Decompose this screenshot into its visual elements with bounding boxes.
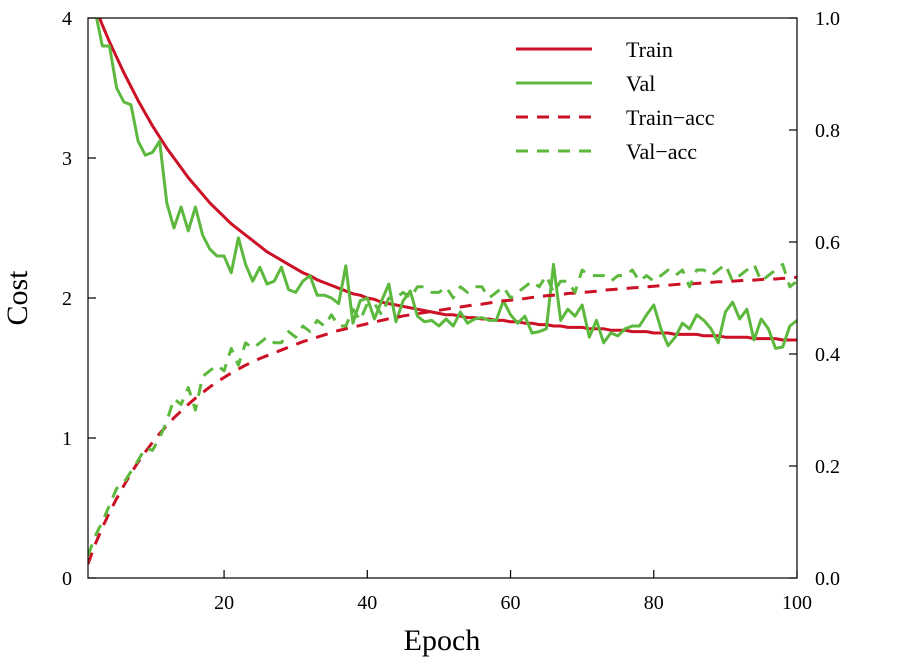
x-tick-label: 60 bbox=[501, 592, 521, 614]
legend-label-val: Val bbox=[626, 71, 655, 96]
x-tick-label: 80 bbox=[644, 592, 664, 614]
y-left-tick-label: 0 bbox=[62, 568, 72, 590]
y-right-tick-label: 0.0 bbox=[815, 568, 840, 590]
x-tick-label: 100 bbox=[782, 592, 812, 614]
y-left-tick-label: 2 bbox=[62, 288, 72, 310]
y-right-tick-label: 0.4 bbox=[815, 344, 840, 366]
series-line-val bbox=[95, 18, 797, 350]
y-axis-title: Cost bbox=[1, 270, 34, 326]
y-right-axis-ticks: 0.0 0.2 0.4 0.6 0.8 1.0 bbox=[789, 8, 840, 590]
y-left-tick-label: 4 bbox=[62, 8, 72, 30]
series-line-train bbox=[97, 18, 797, 342]
series-line-val-acc bbox=[88, 262, 797, 557]
y-left-tick-label: 3 bbox=[62, 148, 72, 170]
y-left-axis-ticks: 0 1 2 3 4 bbox=[62, 8, 96, 590]
legend-label-val-acc: Val−acc bbox=[626, 139, 697, 164]
x-tick-label: 20 bbox=[214, 592, 234, 614]
legend-label-train: Train bbox=[626, 37, 673, 62]
series-line-train-acc bbox=[88, 275, 797, 565]
legend-label-train-acc: Train−acc bbox=[626, 105, 715, 130]
plot-lines bbox=[88, 18, 797, 565]
y-right-tick-label: 0.8 bbox=[815, 120, 840, 142]
y-left-tick-label: 1 bbox=[62, 428, 72, 450]
y-right-tick-label: 0.2 bbox=[815, 456, 840, 478]
y-right-tick-label: 1.0 bbox=[815, 8, 840, 30]
x-axis-title: Epoch bbox=[404, 624, 481, 657]
y-right-tick-label: 0.6 bbox=[815, 232, 840, 254]
legend: Train Val Train−acc Val−acc bbox=[516, 37, 715, 164]
x-tick-label: 40 bbox=[357, 592, 377, 614]
plot-frame bbox=[87, 17, 798, 579]
x-axis-ticks: 20 40 60 80 100 bbox=[214, 570, 812, 614]
